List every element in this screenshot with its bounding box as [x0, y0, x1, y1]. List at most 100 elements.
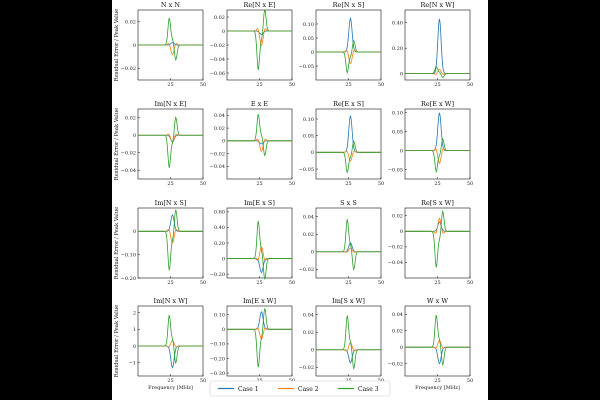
axes-frame — [404, 108, 471, 180]
y-tick-label: −0.02 — [388, 245, 403, 251]
x-tick-label: 50 — [467, 181, 473, 187]
y-tick-label: 0 — [311, 348, 314, 354]
y-tick-label: 0 — [311, 250, 314, 256]
x-tick-label: 25 — [256, 181, 262, 187]
y-tick-label: −0.05 — [388, 167, 403, 173]
series-line-case-3 — [405, 209, 470, 268]
row-ylabel: Residual Error / Peak Value — [114, 207, 120, 279]
y-tick-label: 0.05 — [303, 133, 314, 139]
y-tick-label: −0.05 — [299, 64, 314, 70]
y-tick-label: 0.02 — [125, 19, 136, 25]
subplot-11: S x S −0.02 0 0.02 0.04 25 50 — [299, 199, 385, 286]
subplot-12: Re[S x W] −0.04 −0.02 0 0.02 25 50 — [388, 199, 474, 286]
subplot-title: Re[S x W] — [421, 199, 454, 207]
y-tick-label: −0.10 — [210, 342, 225, 348]
subplot-14: Im[E x W]−0.30−0.20−0.1000.102550Frequen… — [210, 297, 296, 391]
subplot-2: Re[N x E] −0.06 −0.04 −0.02 0 0.02 25 50 — [210, 1, 296, 88]
axes-frame — [315, 9, 382, 81]
subplot-title: N x N — [161, 1, 180, 9]
y-tick-label: 0 — [133, 229, 136, 235]
series-line-case-3 — [316, 140, 381, 174]
legend: Case 1 Case 2 Case 3 — [209, 380, 391, 397]
x-tick-label: 25 — [434, 181, 440, 187]
y-tick-label: −0.04 — [121, 168, 136, 174]
subplot-16: W x W −0.02 0 0.02 0.04 25 50 Frequency [MHz] — [388, 297, 474, 391]
legend-box — [209, 380, 391, 397]
x-tick-label: 50 — [200, 82, 206, 88]
subplot-title: E x E — [251, 100, 269, 108]
figure: N x N −0.02 0 0.02 25 50 Residual Error / Peak… — [112, 0, 488, 400]
subplot-title: Im[N x S] — [155, 199, 187, 207]
x-tick-label: 50 — [378, 181, 384, 187]
subplot-title: Re[N x E] — [243, 1, 275, 9]
y-tick-label: 0.10 — [214, 313, 225, 319]
y-tick-label: 0.05 — [392, 130, 403, 136]
x-axis-label: Frequency [MHz] — [415, 385, 460, 391]
y-tick-label: 0.02 — [392, 329, 403, 335]
subplot-title: Re[N x S] — [333, 1, 365, 9]
x-tick-label: 50 — [200, 378, 206, 384]
axes-frame — [137, 108, 204, 180]
series-line-case-1 — [316, 16, 381, 53]
y-tick-label: −0.06 — [210, 71, 225, 77]
y-tick-label: 0.04 — [303, 215, 314, 221]
series-line-case-3 — [138, 314, 203, 365]
series-line-case-3 — [227, 9, 292, 71]
y-tick-label: −0.20 — [121, 276, 136, 282]
legend-label: Case 3 — [358, 386, 379, 393]
subplot-4: Re[N x W] 0 0.20 0.40 25 50 — [392, 1, 473, 88]
y-tick-label: 0.10 — [303, 22, 314, 28]
series-line-case-1 — [405, 346, 470, 365]
x-tick-label: 50 — [467, 82, 473, 88]
y-tick-label: 0 — [133, 344, 136, 350]
y-tick-label: 0 — [222, 327, 225, 333]
series-line-case-3 — [405, 138, 470, 174]
y-tick-label: −0.10 — [121, 252, 136, 258]
row-ylabel: Residual Error / Peak Value — [114, 305, 120, 377]
subplot-1: N x N −0.02 0 0.02 25 50 Residual Error / Peak… — [114, 1, 206, 88]
y-tick-label: 0 — [222, 29, 225, 35]
y-tick-label: 0 — [311, 50, 314, 56]
x-tick-label: 50 — [467, 378, 473, 384]
subplot-title: S x S — [340, 199, 357, 207]
subplot-title: Re[E x W] — [421, 100, 454, 108]
series-line-case-3 — [138, 115, 203, 168]
series-line-case-3 — [138, 17, 203, 62]
y-tick-label: 0 — [400, 148, 403, 154]
series-line-case-1 — [227, 258, 292, 274]
x-tick-label: 50 — [378, 82, 384, 88]
y-tick-label: 0 — [400, 229, 403, 235]
axes-frame — [315, 207, 382, 279]
subplot-title: Im[N x E] — [154, 100, 186, 108]
x-tick-label: 25 — [345, 280, 351, 286]
subplot-5: Im[N x E] −0.04 −0.02 0 0.02 25 50 Residual Err… — [114, 100, 206, 187]
y-tick-label: 0.02 — [125, 116, 136, 122]
series-line-case-3 — [138, 209, 203, 271]
x-tick-label: 25 — [345, 181, 351, 187]
axes-frame — [315, 305, 382, 377]
series-line-case-3 — [227, 220, 292, 280]
chart-grid: N x N −0.02 0 0.02 25 50 Residual Error / Peak… — [114, 1, 474, 397]
y-tick-label: −0.05 — [299, 167, 314, 173]
y-tick-label: −0.20 — [210, 356, 225, 362]
subplot-3: Re[N x S] −0.05 0 0.05 0.10 25 50 — [299, 1, 385, 88]
x-tick-label: 25 — [434, 82, 440, 88]
y-tick-label: 0 — [222, 139, 225, 145]
y-tick-label: 0.20 — [214, 241, 225, 247]
subplot-title: W x W — [427, 297, 448, 305]
x-tick-label: 25 — [434, 280, 440, 286]
x-tick-label: 25 — [256, 280, 262, 286]
series-line-case-1 — [316, 349, 381, 364]
y-tick-label: 0.40 — [392, 21, 403, 27]
axes-frame — [226, 305, 293, 377]
subplot-title: Im[N x W] — [154, 297, 188, 305]
x-tick-label: 25 — [167, 181, 173, 187]
x-tick-label: 25 — [167, 280, 173, 286]
subplot-6: E x E −0.04 −0.02 0 0.02 0.04 25 50 — [210, 100, 296, 187]
subplot-title: Re[N x W] — [421, 1, 455, 9]
series-line-case-3 — [405, 65, 470, 79]
x-tick-label: 25 — [167, 378, 173, 384]
subplot-9: Im[N x S] −0.20 −0.10 0 25 50 Residual Error /… — [114, 199, 206, 286]
subplot-7: Re[E x S] −0.05 0 0.05 0.10 25 50 — [299, 100, 385, 187]
axes-frame — [404, 305, 471, 377]
